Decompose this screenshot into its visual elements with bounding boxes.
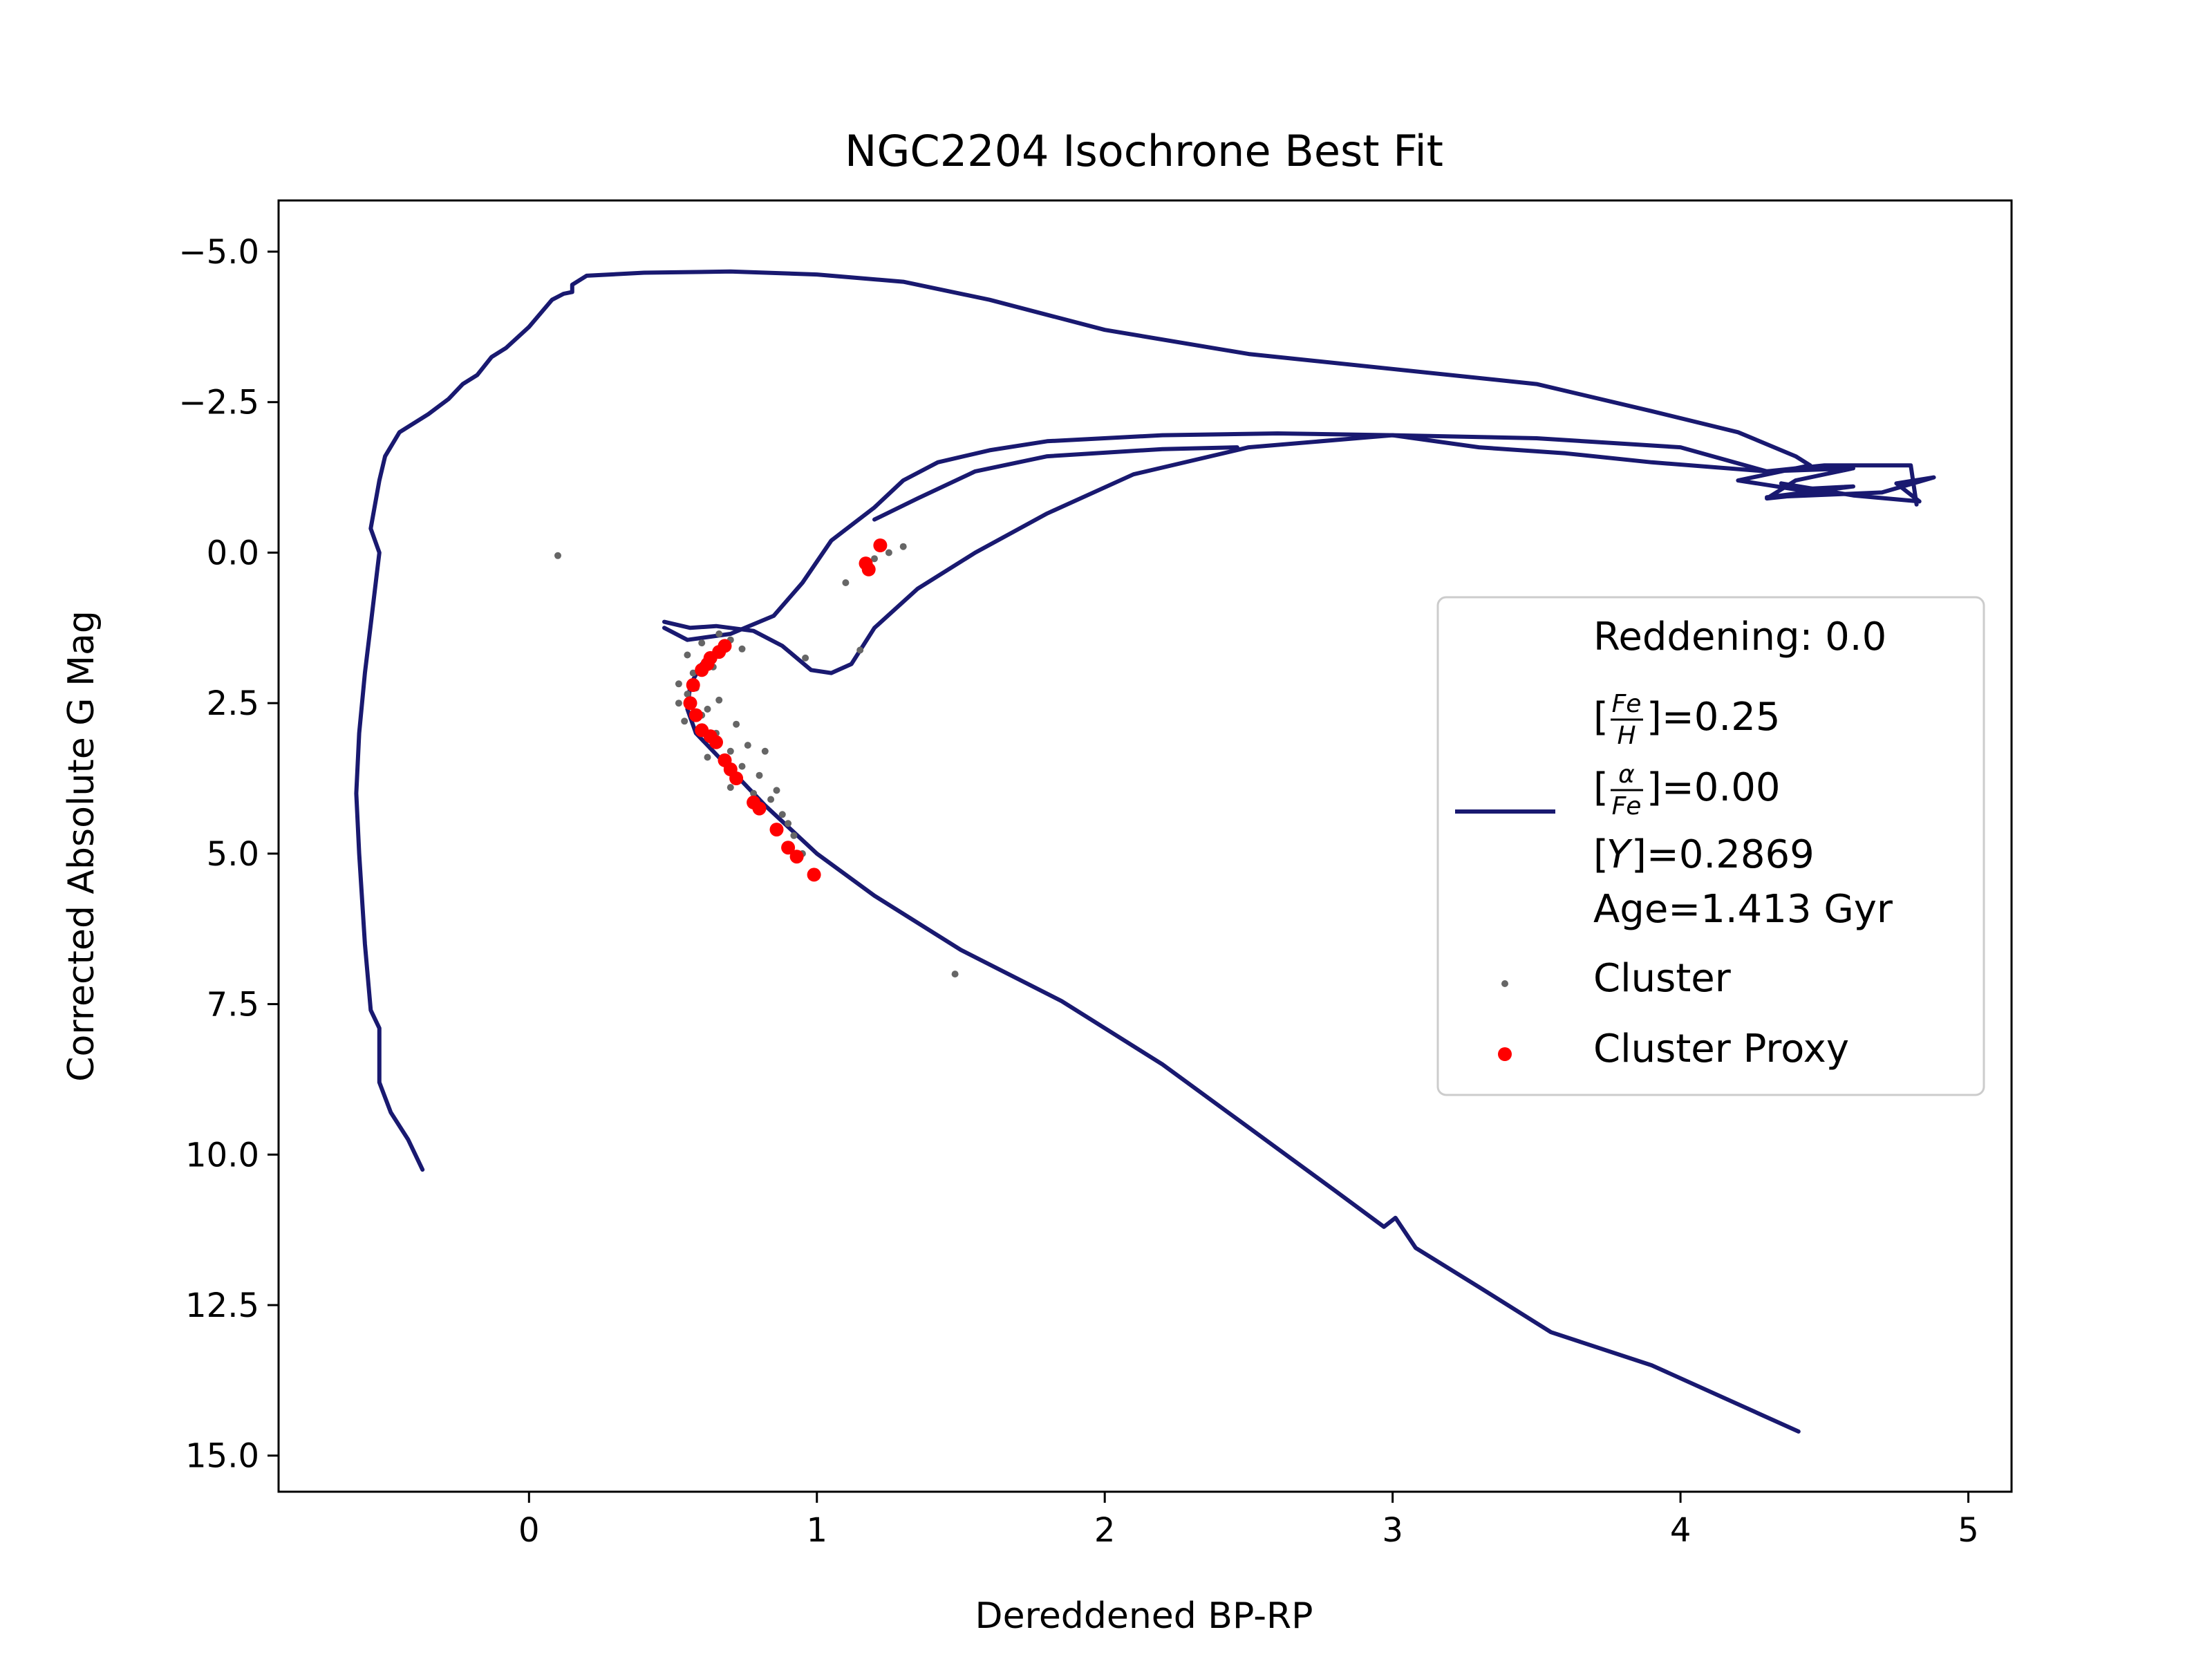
cluster-point [698,639,706,647]
cluster-point [842,579,850,586]
legend-cluster-label: Cluster [1593,956,1732,1001]
cluster-point [689,669,697,677]
y-tick-label: −2.5 [178,384,259,422]
cluster-point [885,549,892,556]
cluster-proxy-point [712,645,727,659]
cluster-point [767,796,775,803]
cluster-point [704,705,711,713]
series-layer [354,269,1936,1434]
legend-afe-numerator: α [1618,760,1635,789]
y-tick-label: 7.5 [207,986,259,1024]
cluster-point [554,552,561,559]
cluster-proxy-point [789,850,804,864]
legend-y-open: [ [1593,832,1609,877]
legend-y-value: ]=0.2869 [1631,832,1815,877]
cluster-point [733,720,740,728]
y-tick-label: 2.5 [207,684,259,723]
legend-afe-value: ]=0.00 [1647,765,1780,810]
cluster-point [802,654,809,662]
legend-cluster-marker [1501,980,1508,987]
y-tick-label: 12.5 [185,1286,259,1325]
y-axis-ticks: −5.0 −2.5 0.0 2.5 5.0 7.5 10.0 12.5 15.0 [178,233,279,1476]
cluster-proxy-point [769,823,784,837]
cluster-point [899,543,907,550]
cluster-point [744,742,751,749]
y-tick-label: 15.0 [185,1437,259,1476]
legend-feh-denominator: H [1617,722,1635,750]
legend-feh-open: [ [1593,695,1609,740]
legend-reddening: Reddening: 0.0 [1593,615,1886,659]
legend-feh-value: ]=0.25 [1647,695,1780,740]
cluster-point [871,555,878,563]
cluster-proxy-point [781,841,796,855]
x-tick-label: 4 [1670,1511,1691,1550]
cluster-proxy-point [859,556,873,571]
cluster-point [727,747,734,755]
isochrone-line-segment [872,445,1239,522]
cluster-point [785,820,792,827]
legend-age: Age=1.413 Gyr [1593,887,1893,932]
cluster-proxy-point [873,538,888,552]
cluster-point [761,747,769,755]
x-tick-label: 5 [1958,1511,1979,1550]
cluster-proxy-point [688,708,703,722]
x-tick-label: 0 [518,1511,540,1550]
cluster-point [738,762,746,770]
cluster-point [684,691,691,698]
y-tick-label: 10.0 [185,1136,259,1174]
cluster-proxy-point [709,735,723,749]
legend-proxy-label: Cluster Proxy [1593,1027,1849,1071]
y-axis-label: Corrected Absolute G Mag [61,610,102,1082]
cluster-proxy-point [683,696,697,711]
legend-afe-open: [ [1593,765,1609,810]
cluster-proxy-point [729,771,744,785]
cluster-point [756,771,763,779]
cluster-point [675,680,682,688]
cluster-point [715,630,723,637]
cluster-point [773,787,780,794]
legend-afe-denominator: Fe [1612,792,1642,821]
x-tick-label: 1 [806,1511,827,1550]
plot-frame [277,199,2013,1493]
cluster-point [675,700,682,707]
cluster-point [951,971,959,978]
plot-content [354,269,1936,1434]
chart-title: NGC2204 Isochrone Best Fit [845,126,1443,176]
cluster-point [715,696,723,704]
y-tick-label: 5.0 [207,835,259,874]
cluster-point [727,784,734,791]
cluster-point [778,811,786,818]
cluster-point [790,832,798,839]
cluster-proxy-point [686,678,700,692]
x-tick-label: 2 [1094,1511,1116,1550]
isochrone-line-segment [662,431,1936,642]
x-axis-ticks: 0 1 2 3 4 5 [518,1492,1979,1550]
cluster-point [681,718,688,725]
cluster-proxy-point [752,801,767,816]
cluster-proxy-point [807,868,821,882]
cluster-point [684,651,691,659]
legend: Reddening: 0.0 [ Fe H ]=0.25 [ α Fe ]=0.… [1436,596,1985,1096]
cluster-point [738,645,746,653]
isochrone-line-segment [354,269,1812,1172]
cluster-proxy-point [700,657,715,671]
y-tick-label: 0.0 [207,534,259,572]
isochrone-line-segment [662,433,1919,675]
cluster-point [750,789,758,797]
y-tick-label: −5.0 [178,233,259,272]
x-tick-label: 3 [1382,1511,1403,1550]
legend-proxy-marker [1498,1047,1512,1061]
x-axis-label: Dereddened BP-RP [975,1595,1313,1637]
legend-y-symbol: Y [1606,832,1633,877]
cluster-point [704,753,711,761]
legend-feh-numerator: Fe [1612,690,1642,718]
cluster-point [856,646,864,654]
legend-box [1436,596,1985,1096]
